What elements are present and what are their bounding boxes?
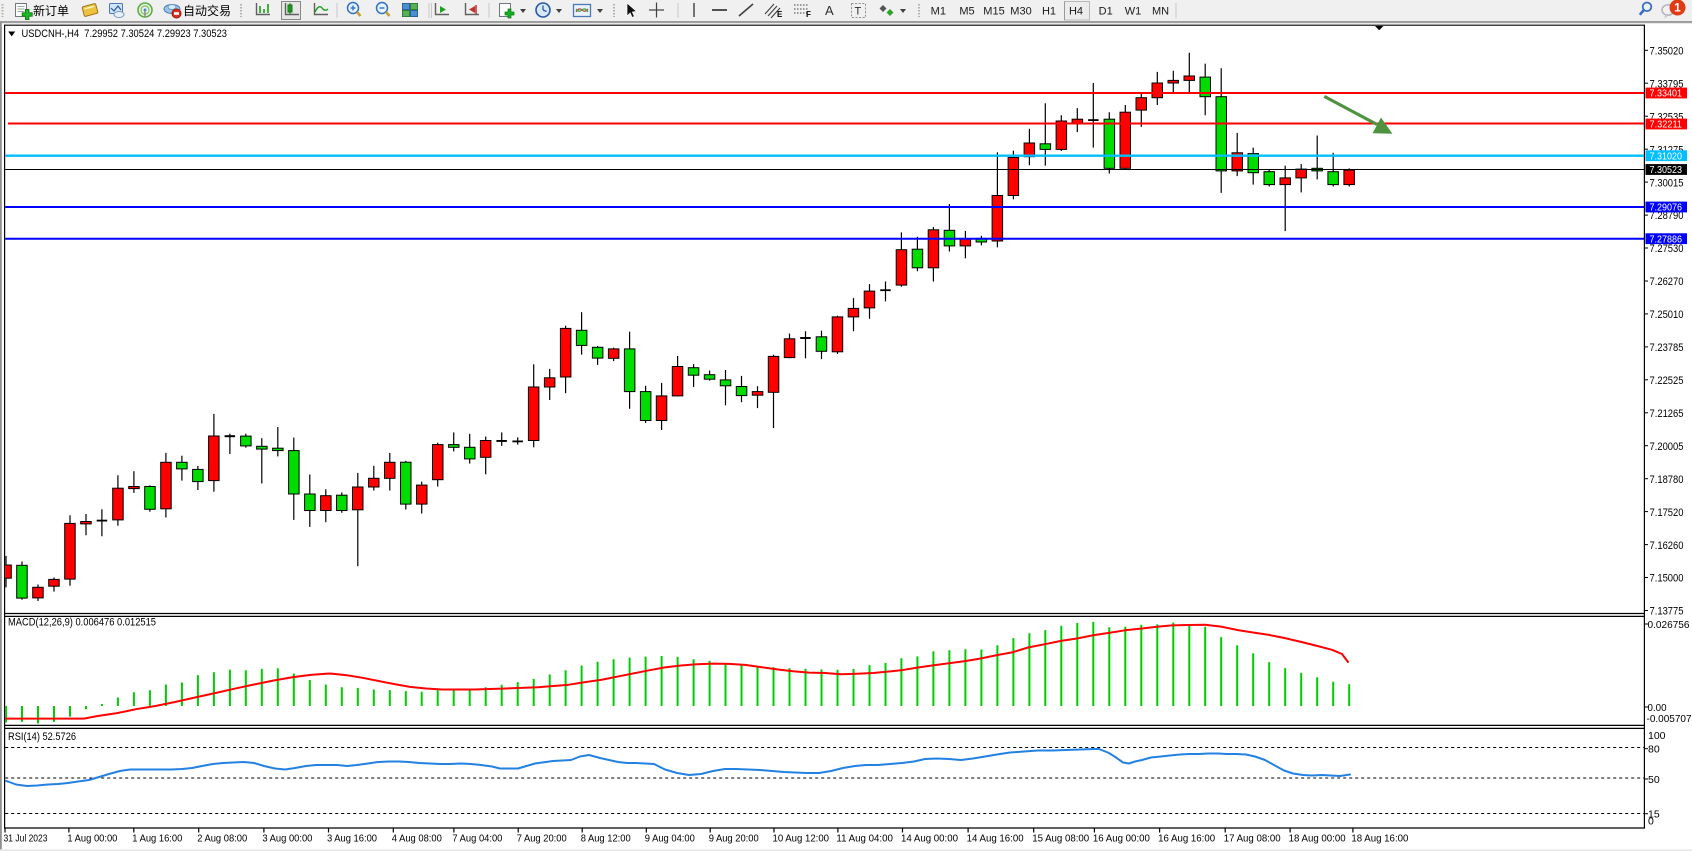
svg-text:0.026756: 0.026756 (1648, 619, 1690, 631)
svg-text:4 Aug 08:00: 4 Aug 08:00 (392, 833, 442, 845)
svg-text:7.17520: 7.17520 (1650, 507, 1684, 519)
svg-text:7.22525: 7.22525 (1650, 375, 1684, 387)
svg-text:100: 100 (1648, 730, 1666, 742)
svg-text:7.20005: 7.20005 (1650, 441, 1684, 453)
svg-text:7.13775: 7.13775 (1650, 606, 1684, 618)
svg-text:7.30523: 7.30523 (1650, 164, 1683, 176)
svg-text:1: 1 (1674, 1, 1681, 15)
svg-text:16 Aug 16:00: 16 Aug 16:00 (1158, 833, 1215, 845)
svg-text:7.31020: 7.31020 (1650, 150, 1683, 162)
svg-text:9 Aug 20:00: 9 Aug 20:00 (709, 833, 759, 845)
svg-text:D1: D1 (1099, 6, 1113, 18)
svg-text:2 Aug 08:00: 2 Aug 08:00 (197, 833, 247, 845)
svg-text:14 Aug 00:00: 14 Aug 00:00 (901, 833, 958, 845)
svg-text:RSI(14) 52.5726: RSI(14) 52.5726 (8, 731, 76, 743)
svg-text:7.25010: 7.25010 (1650, 309, 1684, 321)
svg-text:7.16260: 7.16260 (1650, 540, 1684, 552)
svg-text:15 Aug 08:00: 15 Aug 08:00 (1032, 833, 1089, 845)
svg-text:自动交易: 自动交易 (183, 3, 231, 18)
svg-text:7.27886: 7.27886 (1650, 233, 1683, 245)
svg-text:50: 50 (1648, 774, 1660, 786)
svg-text:1 Aug 00:00: 1 Aug 00:00 (67, 833, 117, 845)
svg-text:-0.005707: -0.005707 (1647, 713, 1692, 725)
svg-text:16 Aug 00:00: 16 Aug 00:00 (1093, 833, 1150, 845)
svg-text:0: 0 (1648, 815, 1654, 827)
svg-text:M30: M30 (1010, 6, 1031, 18)
svg-text:H4: H4 (1069, 6, 1083, 18)
svg-text:F: F (806, 10, 811, 19)
svg-text:80: 80 (1648, 744, 1660, 756)
svg-text:11 Aug 04:00: 11 Aug 04:00 (836, 833, 893, 845)
svg-text:7.26270: 7.26270 (1650, 276, 1684, 288)
svg-text:18 Aug 16:00: 18 Aug 16:00 (1351, 833, 1408, 845)
svg-text:E: E (777, 10, 783, 19)
svg-text:7.33401: 7.33401 (1650, 88, 1683, 100)
svg-text:1 Aug 16:00: 1 Aug 16:00 (132, 833, 182, 845)
svg-text:9 Aug 04:00: 9 Aug 04:00 (645, 833, 695, 845)
svg-text:MACD(12,26,9) 0.006476 0.01251: MACD(12,26,9) 0.006476 0.012515 (8, 617, 156, 629)
svg-text:7.33795: 7.33795 (1650, 79, 1684, 91)
svg-text:M1: M1 (931, 6, 946, 18)
svg-text:A: A (825, 3, 834, 18)
svg-text:7 Aug 20:00: 7 Aug 20:00 (517, 833, 567, 845)
svg-text:8 Aug 12:00: 8 Aug 12:00 (581, 833, 631, 845)
svg-text:7.27530: 7.27530 (1650, 243, 1684, 255)
svg-text:7.35020: 7.35020 (1650, 46, 1684, 58)
svg-text:M15: M15 (983, 6, 1004, 18)
svg-text:USDCNH-,H4 7.29952 7.30524 7.: USDCNH-,H4 7.29952 7.30524 7.29923 7.305… (22, 28, 228, 40)
svg-text:10 Aug 12:00: 10 Aug 12:00 (773, 833, 830, 845)
svg-text:7.28790: 7.28790 (1650, 210, 1684, 222)
svg-text:3 Aug 16:00: 3 Aug 16:00 (327, 833, 377, 845)
svg-text:7.32211: 7.32211 (1650, 119, 1683, 131)
svg-text:MN: MN (1152, 6, 1169, 18)
svg-text:14 Aug 16:00: 14 Aug 16:00 (967, 833, 1024, 845)
svg-text:H1: H1 (1042, 6, 1056, 18)
svg-text:3 Aug 00:00: 3 Aug 00:00 (262, 833, 312, 845)
svg-text:新订单: 新订单 (33, 3, 69, 18)
svg-text:18 Aug 00:00: 18 Aug 00:00 (1289, 833, 1346, 845)
svg-text:0.00: 0.00 (1648, 702, 1667, 714)
svg-text:7.29076: 7.29076 (1650, 202, 1683, 214)
svg-text:T: T (855, 6, 862, 18)
svg-text:7.21265: 7.21265 (1650, 408, 1684, 420)
svg-text:15: 15 (1648, 809, 1660, 821)
svg-text:7.15000: 7.15000 (1650, 573, 1684, 585)
svg-text:31 Jul 2023: 31 Jul 2023 (4, 833, 48, 845)
svg-text:7 Aug 04:00: 7 Aug 04:00 (452, 833, 502, 845)
svg-text:17 Aug 08:00: 17 Aug 08:00 (1224, 833, 1281, 845)
svg-text:M5: M5 (959, 6, 974, 18)
svg-text:7.18780: 7.18780 (1650, 474, 1684, 486)
svg-text:7.23785: 7.23785 (1650, 342, 1684, 354)
svg-text:7.30015: 7.30015 (1650, 177, 1684, 189)
svg-text:W1: W1 (1125, 6, 1142, 18)
